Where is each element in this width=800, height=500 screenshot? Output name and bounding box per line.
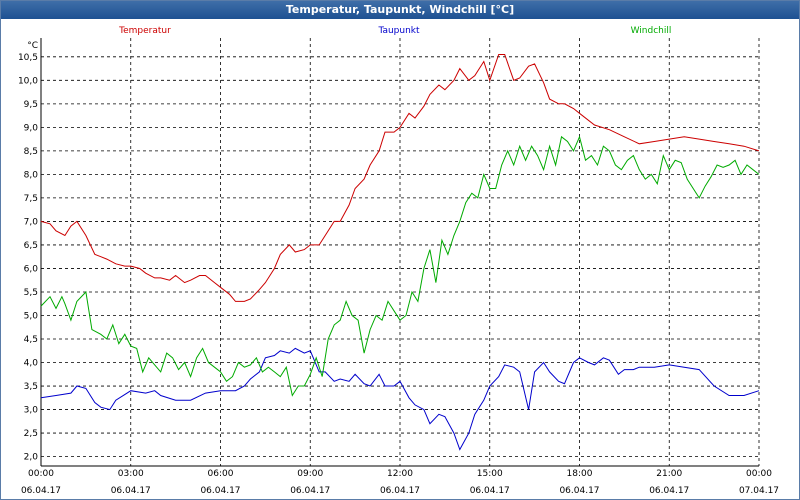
y-tick-label: 3,0	[24, 406, 39, 416]
y-tick-label: 3,5	[24, 382, 38, 392]
series	[40, 54, 760, 451]
legend: Temperatur Taupunkt Windchill	[118, 26, 671, 36]
x-tick-time: 06:00	[208, 469, 234, 479]
x-tick-time: 12:00	[387, 469, 413, 479]
y-tick-label: 10,5	[18, 53, 38, 63]
x-tick-date: 06.04.17	[470, 486, 510, 496]
y-tick-label: 10,0	[18, 76, 38, 86]
y-tick-label: 5,5	[24, 288, 38, 298]
series-temperatur	[40, 54, 760, 302]
x-tick-date: 06.04.17	[200, 486, 240, 496]
y-tick-label: 4,0	[24, 359, 39, 369]
x-tick-time: 09:00	[297, 469, 323, 479]
x-tick-date: 06.04.17	[559, 486, 599, 496]
y-tick-label: 4,5	[24, 335, 38, 345]
line-chart: 2,0 2,5 3,0 3,5 4,0 4,5 5,0 5,5 6,0 6,5 7,0 7,5 8,0 8…	[18, 26, 779, 496]
y-tick-label: 6,0	[24, 264, 39, 274]
y-tick-label: 8,5	[24, 147, 38, 157]
grid	[40, 38, 760, 466]
y-tick-label: 7,0	[24, 217, 39, 227]
y-tick-label: 9,0	[24, 123, 39, 133]
x-tick-date: 06.04.17	[111, 486, 151, 496]
y-tick-label: 5,0	[24, 311, 39, 321]
legend-temperatur: Temperatur	[118, 26, 171, 36]
legend-windchill: Windchill	[631, 26, 672, 36]
x-tick-date: 06.04.17	[649, 486, 689, 496]
x-tick-date: 06.04.17	[21, 486, 61, 496]
y-tick-label: 6,5	[24, 241, 38, 251]
series-taupunkt	[40, 347, 760, 451]
legend-taupunkt: Taupunkt	[377, 26, 420, 36]
x-tick-time: 15:00	[477, 469, 503, 479]
y-tick-label: 9,5	[24, 100, 38, 110]
x-tick-time: 00:00	[746, 469, 772, 479]
series-windchill	[40, 135, 760, 397]
x-tick-time: 18:00	[567, 469, 593, 479]
x-tick-time: 21:00	[656, 469, 682, 479]
y-tick-label: 2,5	[24, 429, 38, 439]
x-tick-date: 07.04.17	[739, 486, 779, 496]
x-tick-date: 06.04.17	[380, 486, 420, 496]
x-tick-time: 03:00	[118, 469, 144, 479]
y-tick-label: 7,5	[24, 194, 38, 204]
window-title: Temperatur, Taupunkt, Windchill [°C]	[1, 1, 799, 19]
y-tick-label: 8,0	[24, 170, 39, 180]
y-tick-label: 2,0	[24, 453, 39, 463]
y-axis-label: °C	[27, 41, 38, 51]
x-tick-date: 06.04.17	[290, 486, 330, 496]
axes: 2,0 2,5 3,0 3,5 4,0 4,5 5,0 5,5 6,0 6,5 7,0 7,5 8,0 8…	[18, 38, 779, 496]
x-tick-time: 00:00	[28, 469, 54, 479]
